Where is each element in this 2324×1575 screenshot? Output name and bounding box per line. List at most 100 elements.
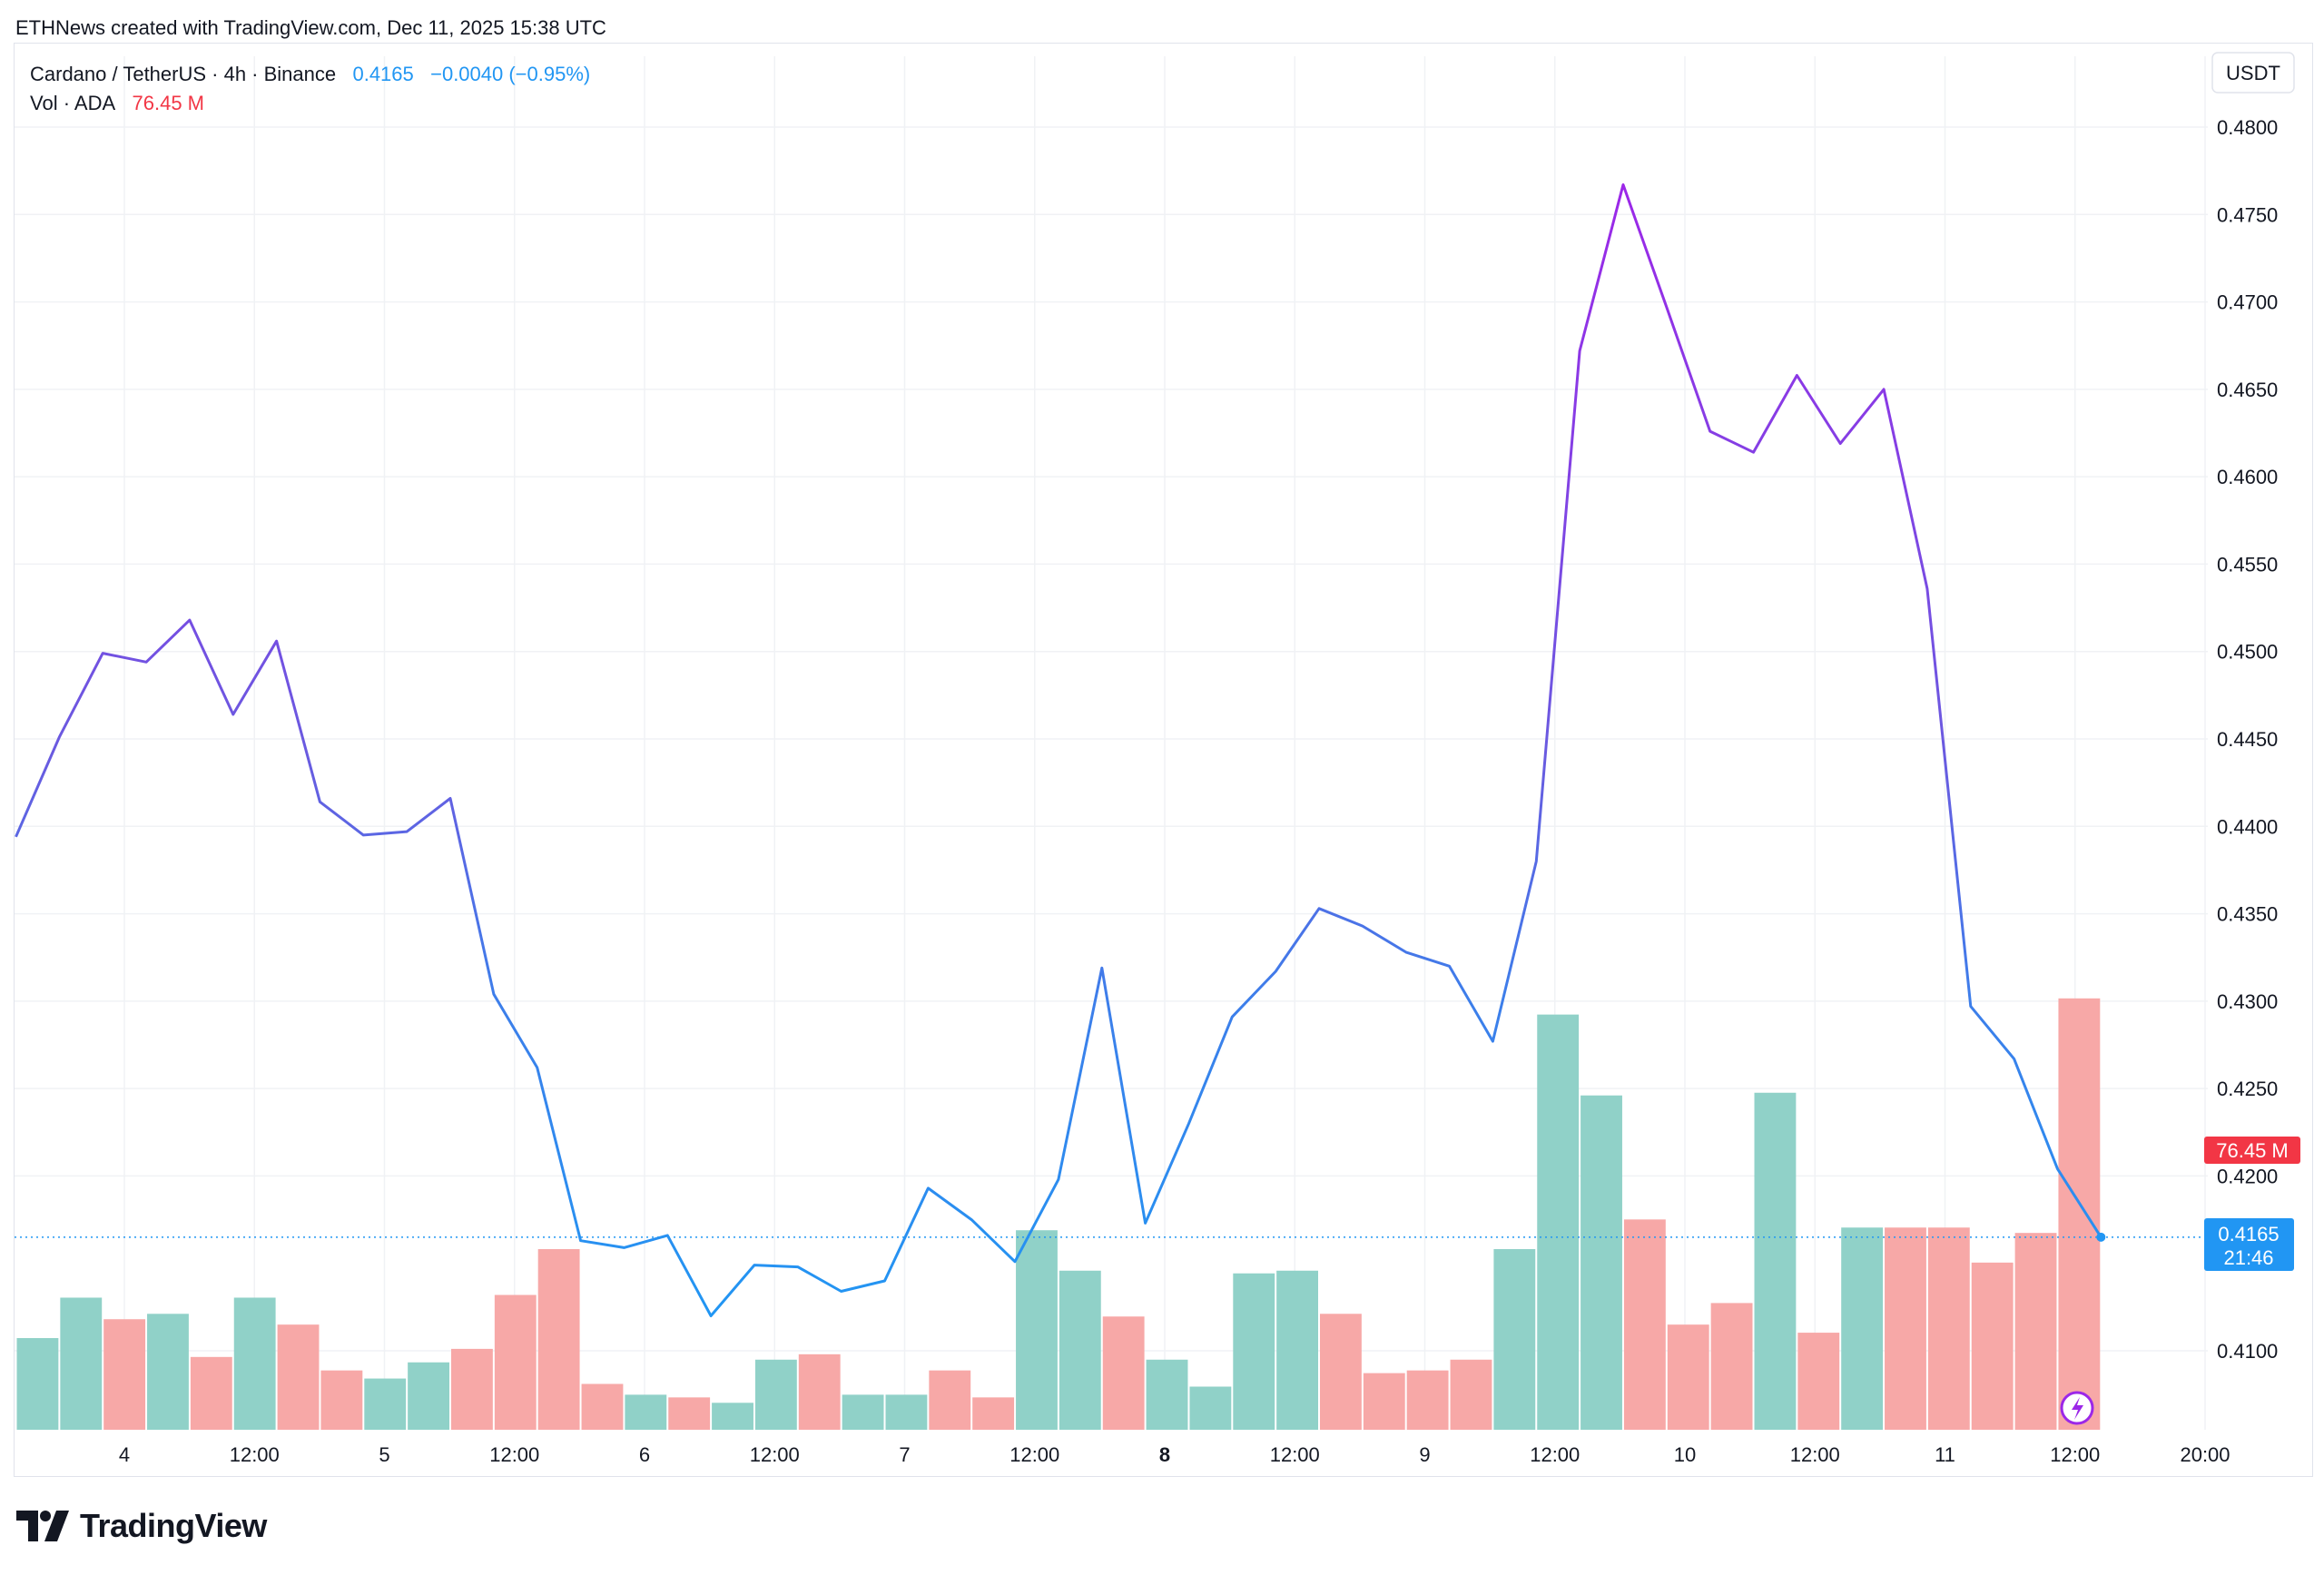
volume-bar — [233, 1297, 276, 1430]
volume-bar — [1667, 1324, 1709, 1430]
x-tick-label: 7 — [899, 1443, 910, 1466]
attribution-bar: ETHNews created with TradingView.com, De… — [0, 0, 2324, 56]
tradingview-wordmark: TradingView — [80, 1507, 267, 1544]
x-tick-label: 4 — [119, 1443, 130, 1466]
volume-bar — [1797, 1333, 1840, 1430]
volume-bar — [16, 1338, 59, 1430]
volume-bar — [798, 1354, 841, 1430]
price-tag: 0.4165 21:46 — [2204, 1218, 2294, 1271]
volume-bar — [1927, 1227, 1970, 1430]
volume-bar — [537, 1249, 580, 1430]
volume-bar — [842, 1394, 884, 1430]
volume-bar — [1016, 1230, 1058, 1430]
lightning-icon[interactable] — [2060, 1391, 2094, 1425]
tradingview-logo[interactable]: TradingView — [16, 1505, 267, 1547]
volume-bar — [1623, 1219, 1666, 1430]
volume-bar — [1710, 1303, 1753, 1430]
volume-bar — [408, 1362, 449, 1430]
price-line — [15, 183, 2102, 1317]
x-tick-label: 11 — [1935, 1443, 1955, 1466]
x-tick-label: 12:00 — [2050, 1443, 2100, 1466]
y-tick-label: 0.4250 — [2217, 1078, 2278, 1100]
x-tick-label: 20:00 — [2180, 1443, 2230, 1466]
x-tick-label: 12:00 — [1009, 1443, 1059, 1466]
volume-bar — [364, 1378, 407, 1430]
currency-text: USDT — [2226, 62, 2280, 84]
volume-row: Vol · ADA 76.45 M — [30, 89, 590, 118]
volume-label[interactable]: Vol · ADA — [30, 92, 116, 114]
chart-frame[interactable] — [14, 43, 2313, 1477]
volume-tag-text: 76.45 M — [2216, 1139, 2289, 1162]
x-tick-label: 12:00 — [1790, 1443, 1840, 1466]
volume-bar — [1189, 1386, 1232, 1430]
volume-bar — [277, 1324, 320, 1430]
tradingview-logo-icon — [16, 1511, 69, 1541]
price-change: −0.0040 (−0.95%) — [430, 63, 591, 85]
x-tick-label: 12:00 — [750, 1443, 800, 1466]
y-tick-label: 0.4450 — [2217, 728, 2278, 751]
volume-bar — [1233, 1273, 1275, 1430]
y-tick-label: 0.4550 — [2217, 553, 2278, 576]
volume-bar — [103, 1319, 146, 1430]
volume-bar — [1450, 1359, 1492, 1430]
x-tick-label: 12:00 — [230, 1443, 280, 1466]
countdown-text: 21:46 — [2223, 1246, 2273, 1269]
volume-bar — [190, 1356, 232, 1430]
volume-bar — [1841, 1227, 1884, 1430]
volume-bar — [885, 1394, 928, 1430]
volume-bar — [60, 1297, 103, 1430]
volume-bar — [1754, 1092, 1797, 1430]
volume-bar — [320, 1370, 363, 1430]
volume-tag: 76.45 M — [2204, 1137, 2300, 1164]
volume-bar — [2058, 998, 2101, 1430]
volume-bar — [668, 1397, 711, 1430]
last-price: 0.4165 — [352, 63, 414, 85]
x-tick-label: 9 — [1419, 1443, 1430, 1466]
volume-bar — [147, 1314, 189, 1430]
x-tick-label: 5 — [379, 1443, 389, 1466]
symbol-row: Cardano / TetherUS · 4h · Binance 0.4165… — [30, 60, 590, 89]
x-tick-label: 12:00 — [1270, 1443, 1320, 1466]
x-tick-label: 10 — [1674, 1443, 1696, 1466]
y-tick-label: 0.4500 — [2217, 641, 2278, 664]
x-tick-label: 12:00 — [1530, 1443, 1580, 1466]
volume-bar — [494, 1294, 537, 1430]
chart-legend: Cardano / TetherUS · 4h · Binance 0.4165… — [30, 60, 590, 118]
volume-bar — [1406, 1370, 1449, 1430]
attribution-text: ETHNews created with TradingView.com, De… — [15, 16, 606, 39]
volume-bar — [712, 1403, 753, 1430]
y-tick-label: 0.4600 — [2217, 466, 2278, 488]
volume-bar — [972, 1397, 1015, 1430]
volume-bar — [1320, 1314, 1362, 1430]
y-tick-label: 0.4750 — [2217, 203, 2278, 226]
price-series-line — [15, 183, 2102, 1317]
volume-bars — [16, 998, 2101, 1430]
x-tick-label: 6 — [639, 1443, 650, 1466]
volume-bar — [1493, 1249, 1536, 1430]
currency-label[interactable]: USDT — [2211, 52, 2295, 94]
chart-grid — [15, 56, 2208, 1430]
y-tick-label: 0.4350 — [2217, 903, 2278, 926]
volume-bar — [1102, 1316, 1145, 1430]
y-tick-label: 0.4100 — [2217, 1340, 2278, 1363]
volume-bar — [1059, 1270, 1101, 1430]
volume-bar — [581, 1383, 624, 1430]
volume-bar — [451, 1348, 493, 1430]
volume-bar — [929, 1370, 971, 1430]
symbol-name[interactable]: Cardano / TetherUS · 4h · Binance — [30, 63, 337, 85]
volume-bar — [1146, 1359, 1188, 1430]
volume-bar — [1276, 1270, 1318, 1430]
volume-value: 76.45 M — [132, 92, 205, 114]
volume-bar — [754, 1359, 797, 1430]
volume-bar — [1537, 1014, 1580, 1430]
volume-bar — [2014, 1233, 2057, 1430]
price-tag-text: 0.4165 — [2218, 1223, 2279, 1245]
y-tick-label: 0.4300 — [2217, 990, 2278, 1013]
volume-bar — [1885, 1227, 1926, 1430]
volume-bar — [1363, 1373, 1405, 1430]
time-axis[interactable]: 4 12:00 5 12:00 6 12:00 7 12:00 8 12:00 9 12:00 10 12… — [119, 1443, 2230, 1466]
x-tick-label: 8 — [1159, 1443, 1170, 1466]
price-axis[interactable]: 0.4800 0.4750 0.4700 0.4650 0.4600 0.4550 0.45… — [2217, 116, 2278, 1363]
y-tick-label: 0.4200 — [2217, 1165, 2278, 1187]
